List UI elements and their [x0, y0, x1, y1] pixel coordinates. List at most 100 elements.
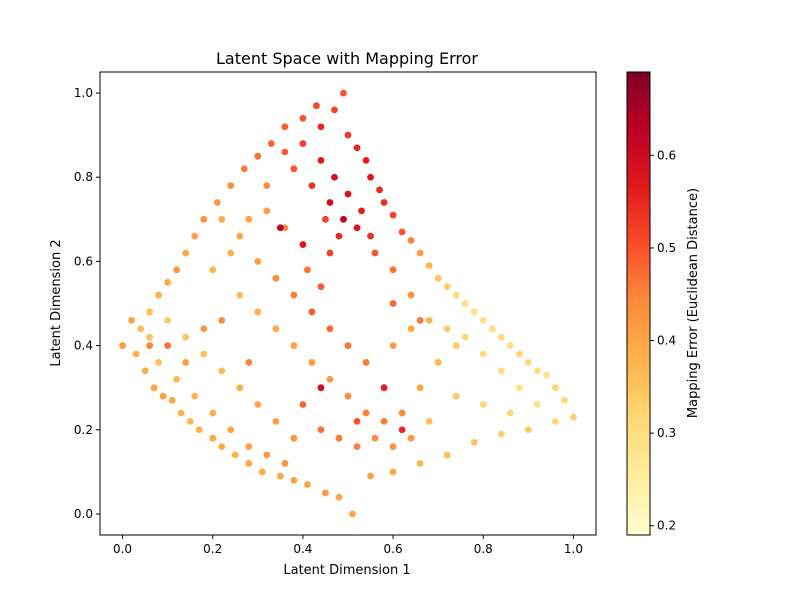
data-point	[461, 333, 469, 341]
data-point	[335, 232, 343, 240]
x-tick-label: 0.4	[293, 542, 312, 556]
data-point	[443, 451, 451, 459]
data-point	[389, 300, 397, 307]
data-point	[290, 342, 298, 349]
data-point	[159, 392, 167, 400]
x-tick-label: 0.0	[113, 542, 132, 556]
data-point	[146, 308, 154, 316]
data-point	[218, 215, 226, 223]
data-point	[552, 384, 559, 392]
data-point	[317, 123, 325, 131]
chart-title: Latent Space with Mapping Error	[216, 49, 478, 68]
data-point	[317, 283, 325, 291]
y-tick-label: 0.0	[74, 507, 93, 521]
data-point	[407, 236, 415, 244]
data-point	[240, 165, 248, 173]
colorbar-ticks: 0.2 0.3 0.4 0.5 0.6	[650, 148, 676, 533]
data-point	[416, 460, 424, 467]
data-point	[308, 308, 316, 316]
data-point	[245, 359, 253, 366]
data-point	[434, 274, 442, 282]
y-tick-label: 0.6	[74, 254, 93, 268]
colorbar-tick-label: 0.3	[657, 426, 676, 440]
data-point	[177, 409, 185, 417]
data-point	[191, 392, 199, 400]
data-point	[452, 291, 460, 299]
data-point	[164, 342, 172, 349]
data-point	[299, 401, 307, 408]
data-point	[200, 325, 208, 333]
data-point	[389, 468, 397, 476]
data-point	[209, 266, 217, 274]
data-point	[137, 325, 144, 333]
colorbar-tick-label: 0.6	[657, 148, 676, 162]
data-point	[245, 215, 253, 223]
data-point	[340, 89, 347, 97]
data-point	[317, 426, 325, 434]
colorbar	[626, 71, 651, 536]
data-point	[479, 401, 487, 408]
colorbar-tick-label: 0.2	[657, 519, 676, 533]
data-point	[119, 342, 126, 349]
data-point	[380, 384, 388, 392]
data-point	[349, 510, 356, 518]
data-point	[290, 165, 298, 173]
data-point	[344, 392, 352, 400]
data-point	[515, 350, 523, 358]
data-point	[362, 359, 370, 366]
data-point	[155, 359, 163, 366]
data-point	[272, 325, 280, 333]
data-point	[353, 144, 361, 152]
data-point	[524, 359, 532, 366]
data-point	[209, 409, 217, 417]
data-point	[380, 417, 388, 425]
data-point	[200, 350, 208, 358]
data-point	[376, 186, 383, 194]
y-tick-label: 0.2	[74, 423, 93, 437]
data-point	[290, 291, 298, 299]
data-point	[389, 266, 397, 274]
data-point	[425, 262, 433, 270]
data-point	[398, 228, 406, 236]
data-point	[452, 342, 460, 349]
data-point	[398, 426, 406, 434]
data-point	[407, 434, 415, 442]
data-point	[290, 434, 298, 442]
data-point	[416, 316, 424, 324]
data-point	[443, 283, 451, 291]
data-point	[533, 367, 541, 375]
data-point	[276, 472, 284, 480]
data-point	[371, 434, 379, 442]
colorbar-tick-label: 0.4	[657, 334, 676, 348]
data-point	[267, 140, 275, 147]
data-point	[479, 316, 487, 324]
data-point	[254, 152, 262, 160]
data-point	[488, 325, 496, 333]
data-point	[407, 325, 415, 333]
data-point	[195, 426, 203, 434]
data-point	[331, 106, 338, 114]
x-tick-label: 0.8	[474, 542, 493, 556]
data-point	[227, 426, 235, 434]
data-point	[218, 367, 226, 375]
data-point	[326, 325, 334, 333]
data-point	[389, 211, 397, 219]
data-point	[308, 359, 316, 366]
colorbar-label: Mapping Error (Euclidean Distance)	[686, 188, 701, 418]
data-point	[497, 430, 505, 438]
data-point	[227, 182, 235, 190]
data-point	[313, 102, 320, 110]
data-point	[236, 232, 244, 240]
y-tick-label: 0.8	[74, 170, 93, 184]
data-point	[353, 417, 361, 425]
data-point	[245, 460, 253, 467]
data-point	[281, 148, 289, 156]
data-point	[304, 266, 311, 274]
data-point	[276, 224, 284, 232]
data-point	[213, 199, 221, 206]
data-point	[380, 199, 388, 206]
data-point	[317, 384, 325, 392]
data-point	[182, 249, 190, 257]
data-point	[263, 207, 271, 215]
data-point	[326, 199, 334, 206]
